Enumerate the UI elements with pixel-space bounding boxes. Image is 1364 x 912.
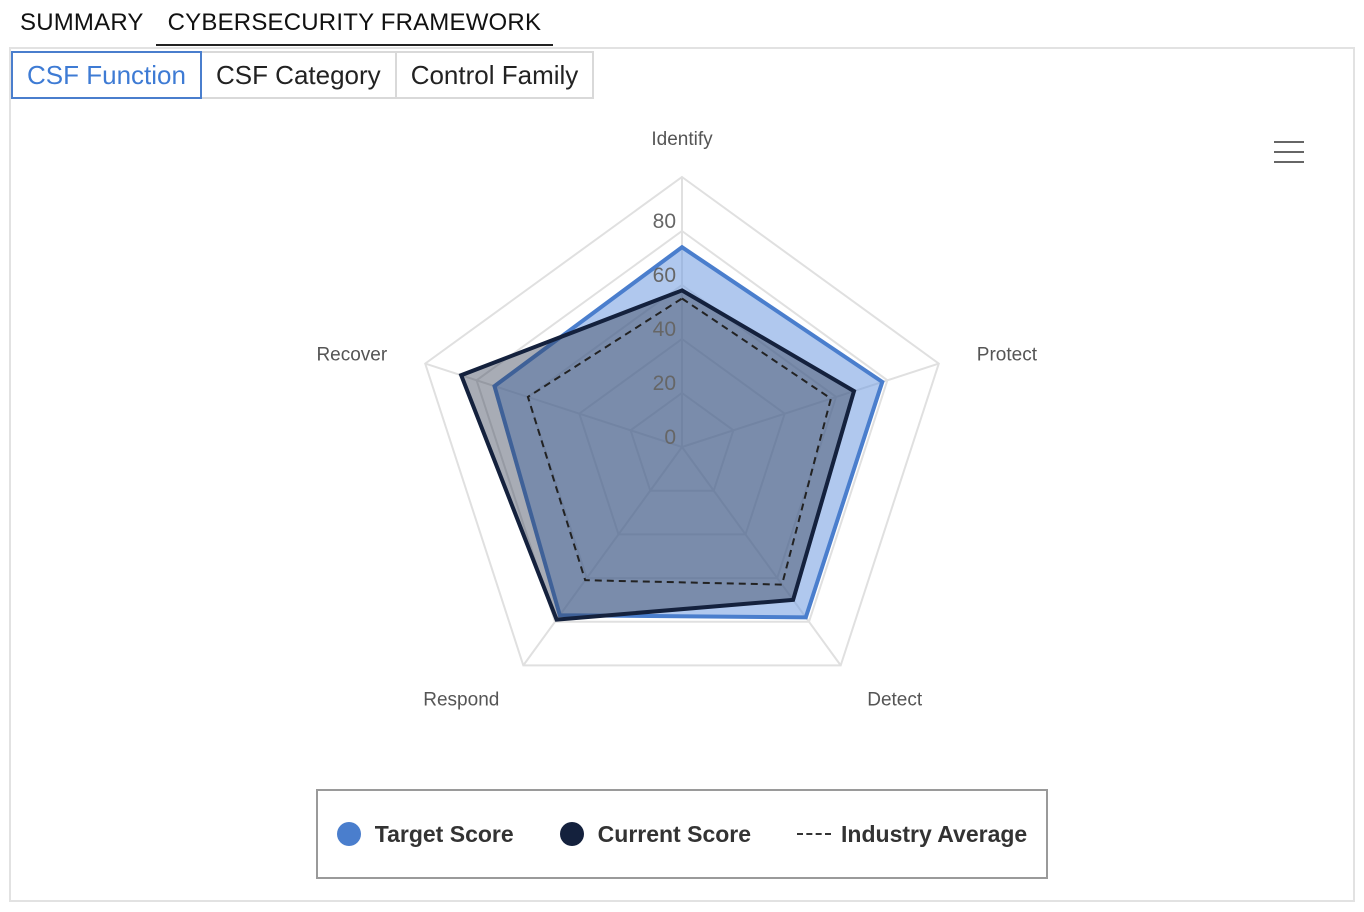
legend-item-target-score[interactable]: Target Score: [336, 820, 514, 848]
tab-summary[interactable]: SUMMARY: [20, 9, 144, 36]
series-industry-average[interactable]: [526, 297, 833, 586]
legend-label-current-score: Current Score: [597, 820, 752, 847]
tick-label: 80: [653, 210, 676, 233]
tick-label: 20: [653, 372, 676, 395]
legend-dot-current-icon: [559, 822, 584, 846]
legend-item-current-score[interactable]: Current Score: [559, 820, 752, 848]
view-toggle-group: CSF Function CSF Category Control Family: [11, 51, 595, 99]
legend-dash-industry-icon: [797, 833, 832, 835]
tick-label: 0: [664, 426, 676, 449]
subtab-csf-function[interactable]: CSF Function: [11, 51, 202, 99]
axis-label-detect: Detect: [867, 689, 923, 710]
axis-label-protect: Protect: [977, 345, 1038, 366]
axis-label-identify: Identify: [651, 129, 713, 150]
hamburger-menu-icon[interactable]: [1272, 138, 1308, 168]
top-tab-bar: SUMMARY CYBERSECURITY FRAMEWORK: [8, 0, 554, 46]
tab-cybersecurity-framework[interactable]: CYBERSECURITY FRAMEWORK: [155, 0, 554, 46]
radar-series: [458, 244, 885, 622]
chart-legend: Target Score Current Score Industry Aver…: [316, 789, 1048, 879]
legend-label-industry-average: Industry Average: [841, 820, 1028, 847]
subtab-control-family[interactable]: Control Family: [394, 51, 595, 99]
series-target-score[interactable]: [492, 244, 885, 620]
axis-label-respond: Respond: [423, 689, 499, 710]
grid-ring: [424, 175, 940, 667]
series-current-score[interactable]: [458, 288, 857, 622]
legend-dot-target-icon: [336, 822, 361, 846]
legend-label-target-score: Target Score: [374, 820, 514, 847]
chart-panel: [9, 47, 1355, 902]
radar-axis-labels: Identify Protect Detect Respond Recover: [316, 129, 1037, 710]
subtab-csf-category[interactable]: CSF Category: [199, 51, 397, 99]
tick-label: 40: [653, 318, 676, 341]
tick-label: 60: [653, 264, 676, 287]
legend-item-industry-average[interactable]: Industry Average: [797, 821, 1027, 848]
axis-label-recover: Recover: [316, 345, 387, 366]
radar-ticks: 0 20 40 60 80: [653, 210, 676, 449]
